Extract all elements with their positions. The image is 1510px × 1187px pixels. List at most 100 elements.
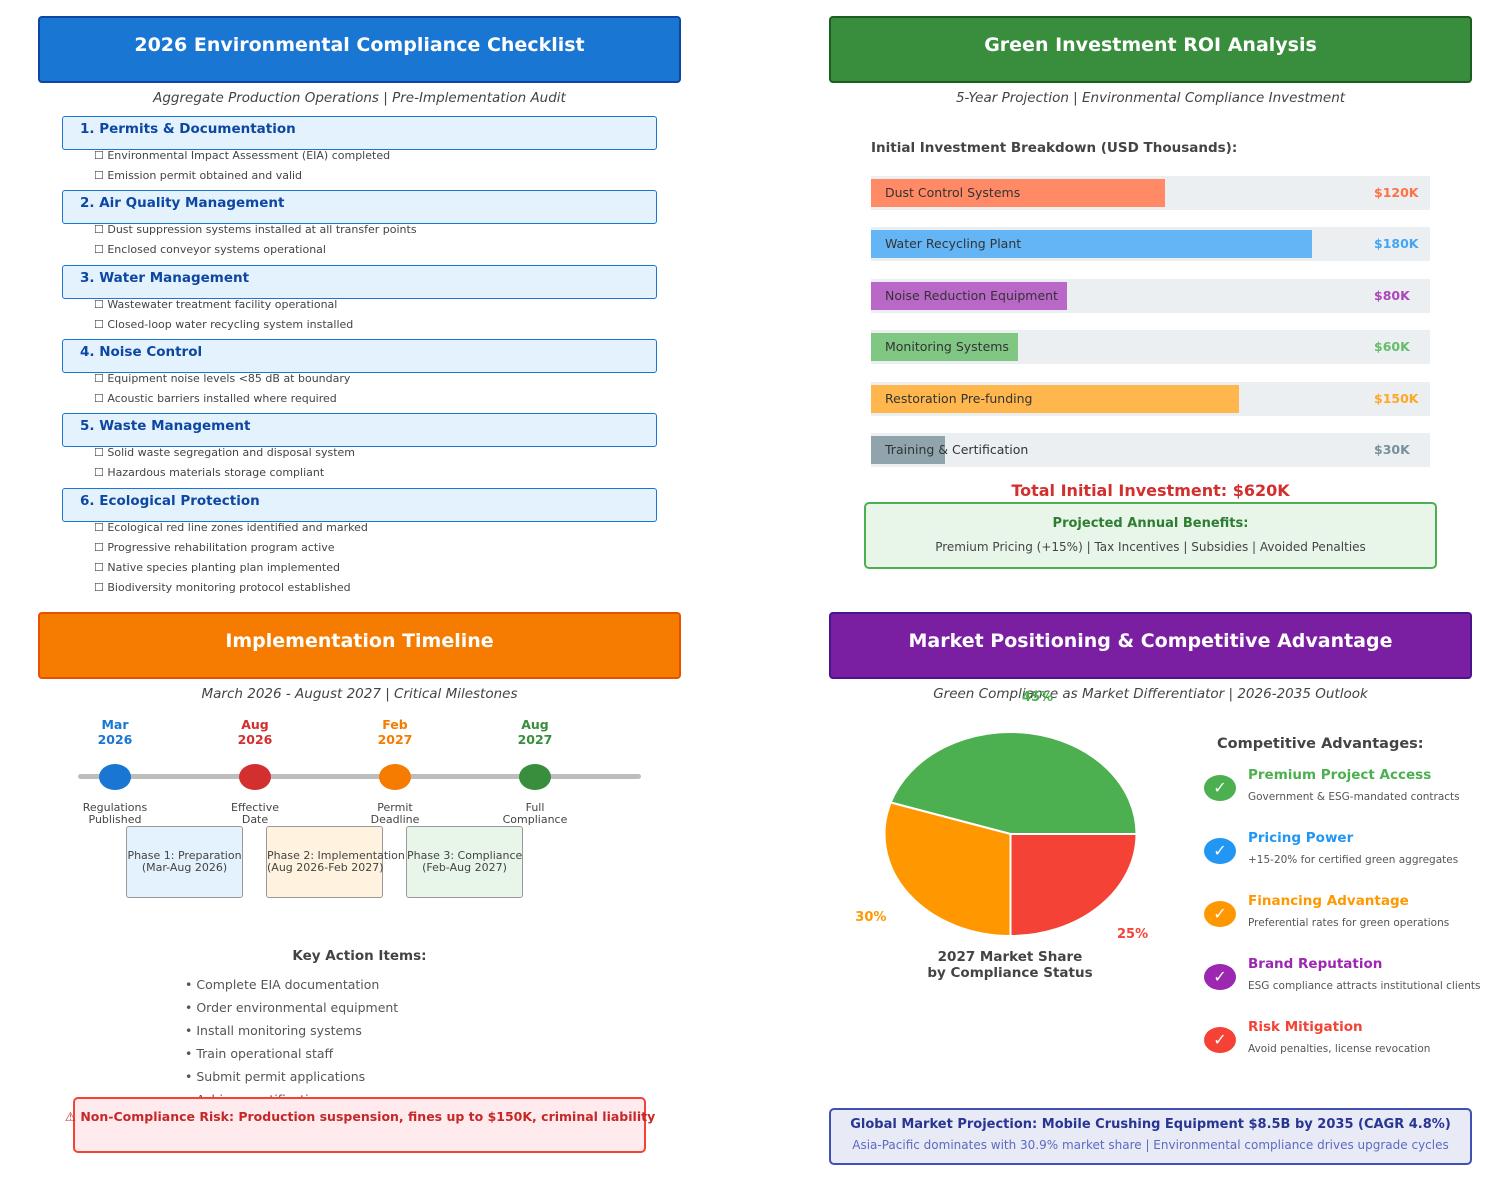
check-icon: ✓ [1204,963,1236,990]
milestone-month: Aug [241,717,269,732]
section-box [62,338,657,373]
bar-value: $150K [1374,390,1419,406]
checklist-item[interactable]: ☐ Dust suppression systems installed at … [94,223,417,237]
phase-name: Phase 2: Implementation [267,849,405,862]
checklist-item[interactable]: ☐ Ecological red line zones identified a… [94,520,368,534]
global-projection-title: Global Market Projection: Mobile Crushin… [850,1117,1451,1132]
roi-title: Green Investment ROI Analysis [984,34,1317,56]
roi-header: Green Investment ROI Analysis [829,16,1472,83]
phase-range: (Aug 2026-Feb 2027) [267,861,384,874]
milestone-month: Feb [382,717,408,732]
checklist-item[interactable]: ☐ Native species planting plan implement… [94,560,340,574]
market-subtitle: Green Compliance as Market Differentiato… [933,686,1368,702]
advantage-desc: +15-20% for certified green aggregates [1248,853,1459,866]
check-icon: ✓ [1204,775,1236,801]
checklist-item[interactable]: ☐ Progressive rehabilitation program act… [94,540,335,554]
phase-range: (Feb-Aug 2027) [422,861,507,874]
bar [871,230,1313,259]
milestone-date: Mar 2026 [75,717,155,747]
total-investment: Total Initial Investment: $620K [1011,481,1290,500]
check-icon: ✓ [1204,900,1236,927]
section-title: 3. Water Management [80,269,250,286]
milestone-date: Aug 2027 [495,717,575,747]
milestone-label-line2: Published [88,813,142,826]
pie-slice-label: 45% [1022,690,1053,705]
checklist-item[interactable]: ☐ Wastewater treatment facility operatio… [94,297,338,311]
milestone-year: 2027 [517,732,553,747]
pie-slice [889,731,1138,835]
checklist-item[interactable]: ☐ Equipment noise levels <85 dB at bound… [94,371,351,385]
breakdown-title: Initial Investment Breakdown (USD Thousa… [871,140,1238,156]
milestone-label-line2: Date [241,813,269,826]
bar-value: $180K [1374,236,1419,252]
milestone-label-line2: Compliance [502,813,568,826]
phase-range: (Mar-Aug 2026) [141,861,228,874]
benefits-box: Projected Annual Benefits: Premium Prici… [864,502,1437,569]
action-item: • Complete EIA documentation [185,977,380,992]
bar-label: Monitoring Systems [885,339,1009,355]
milestone-label-line1: Regulations [82,801,148,814]
roi-subtitle: 5-Year Projection | Environmental Compli… [955,90,1346,106]
milestone-label: Regulations Published [65,802,165,826]
advantage-desc: Avoid penalties, license revocation [1248,1042,1431,1055]
pie-slice-label: 30% [855,910,886,925]
advantage-title: Brand Reputation [1248,955,1383,972]
checklist-item[interactable]: ☐ Acoustic barriers installed where requ… [94,391,337,405]
milestone-marker[interactable] [519,764,551,790]
timeline-header: Implementation Timeline [38,612,681,679]
section-title: 2. Air Quality Management [80,195,285,212]
pie-chart-title: 2027 Market Share by Compliance Status [880,949,1140,981]
checklist-header: 2026 Environmental Compliance Checklist [38,16,681,83]
milestone-marker[interactable] [99,764,131,790]
risk-text: ⚠ Non-Compliance Risk: Production suspen… [64,1109,656,1124]
milestone-year: 2027 [377,732,413,747]
milestone-label: Effective Date [205,802,305,826]
action-item: • Submit permit applications [185,1069,366,1084]
bar-label: Dust Control Systems [885,185,1021,200]
section-box [62,487,657,522]
phase-name: Phase 3: Compliance [407,849,523,862]
advantage-desc: Government & ESG-mandated contracts [1248,791,1460,803]
checklist-item[interactable]: ☐ Biodiversity monitoring protocol estab… [94,580,351,594]
section-title: 6. Ecological Protection [80,492,260,509]
bar-track [871,433,1430,467]
action-item: • Install monitoring systems [185,1023,362,1038]
milestone-label-line1: Full [525,801,545,814]
checklist-item[interactable]: ☐ Solid waste segregation and disposal s… [94,446,355,460]
phase-box: Phase 1: Preparation (Mar-Aug 2026) [126,826,243,898]
pie-slice [1009,833,1138,938]
action-item: • Train operational staff [185,1046,334,1061]
bar-label: Water Recycling Plant [885,236,1022,252]
checklist-item[interactable]: ☐ Enclosed conveyor systems operational [94,243,326,257]
checklist-item[interactable]: ☐ Closed-loop water recycling system ins… [94,317,354,331]
global-projection-sub: Asia-Pacific dominates with 30.9% market… [852,1138,1449,1152]
timeline-subtitle: March 2026 - August 2027 | Critical Mile… [201,686,518,702]
milestone-month: Aug [521,717,549,732]
advantage-title: Financing Advantage [1248,892,1409,909]
checklist-item[interactable]: ☐ Hazardous materials storage compliant [94,466,325,480]
milestone-marker[interactable] [379,764,411,790]
bar-label: Training & Certification [885,442,1029,457]
bar-value: $80K [1374,287,1410,303]
checklist-subtitle: Aggregate Production Operations | Pre-Im… [153,90,566,106]
checklist-item[interactable]: ☐ Environmental Impact Assessment (EIA) … [94,149,391,162]
bar-label: Noise Reduction Equipment [885,287,1058,303]
risk-box [73,1097,646,1153]
milestone-marker[interactable] [239,764,271,790]
checklist-title: 2026 Environmental Compliance Checklist [134,34,585,56]
advantage-title: Premium Project Access [1248,767,1432,783]
checklist-item[interactable]: ☐ Emission permit obtained and valid [94,169,303,182]
timeline-title: Implementation Timeline [225,630,494,652]
section-title: 4. Noise Control [80,343,203,360]
pie-slice-label: 25% [1117,927,1148,942]
advantage-title: Risk Mitigation [1248,1018,1363,1035]
bar [871,179,1166,207]
bar-label: Restoration Pre-funding [885,390,1033,406]
section-title: 5. Waste Management [80,418,251,435]
section-box [62,116,657,150]
milestone-year: 2026 [237,732,273,747]
bar-value: $60K [1374,339,1410,355]
section-title: 1. Permits & Documentation [80,121,296,137]
actions-title: Key Action Items: [292,948,427,964]
global-projection-box: Global Market Projection: Mobile Crushin… [829,1108,1472,1165]
